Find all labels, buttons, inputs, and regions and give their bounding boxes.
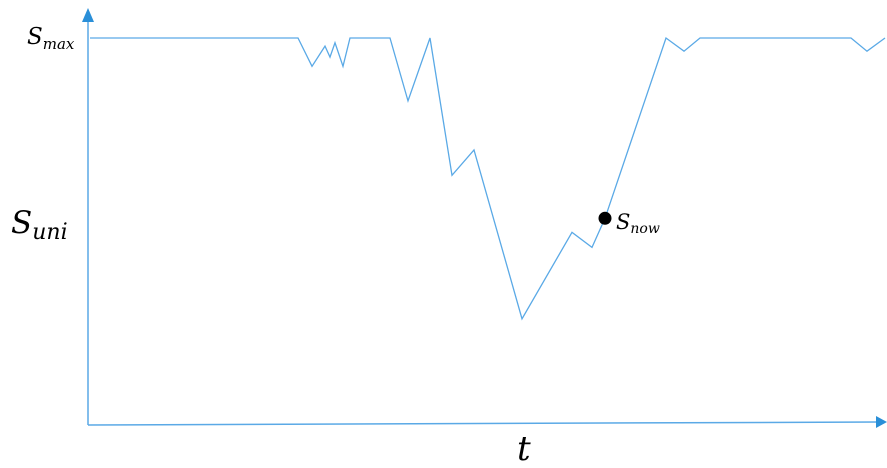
y-axis-label-sub: uni (32, 220, 67, 245)
s-now-label-sub: now (630, 221, 659, 237)
s-now-marker (598, 211, 612, 225)
x-axis (87, 421, 880, 426)
y-tick-label-smax-sub: max (43, 35, 75, 53)
x-axis-label: t (517, 429, 531, 468)
s-now-label: Snow (616, 210, 660, 237)
y-tick-label-smax: Smax (27, 24, 75, 53)
series-line (90, 36, 886, 321)
y-axis-arrow (82, 8, 94, 22)
y-axis-label: Suni (11, 205, 68, 245)
x-axis-arrow (876, 416, 887, 428)
